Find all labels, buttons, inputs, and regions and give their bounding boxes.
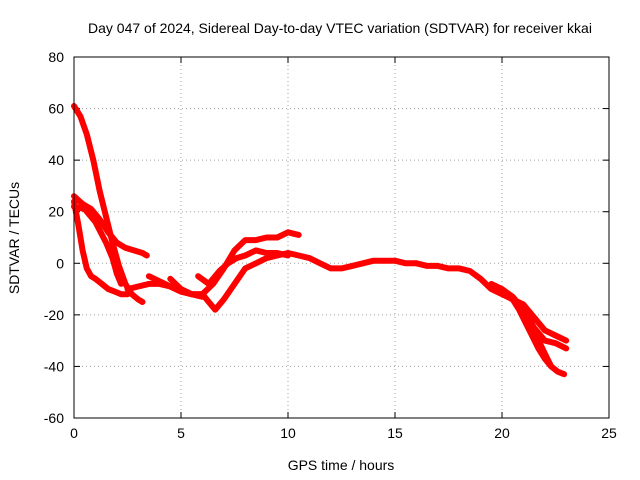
x-tick-label: 15: [387, 425, 403, 441]
x-tick-label: 20: [494, 425, 510, 441]
y-tick-label: -20: [44, 307, 64, 323]
series-line-track-2: [71, 193, 150, 259]
ticks: [73, 56, 610, 419]
chart-title: Day 047 of 2024, Sidereal Day-to-day VTE…: [88, 20, 592, 36]
y-tick-label: -60: [44, 410, 64, 426]
series-line-track-4: [71, 203, 125, 287]
series-line-track-9: [413, 260, 570, 344]
y-tick-label: 0: [56, 255, 64, 271]
y-tick-label: -40: [44, 358, 64, 374]
y-tick-label: 60: [48, 101, 64, 117]
series-line-track-3: [71, 198, 131, 298]
x-axis-label: GPS time / hours: [288, 457, 395, 473]
x-tick-label: 25: [601, 425, 617, 441]
series-line-track-12: [516, 304, 555, 370]
x-tick-label: 10: [280, 425, 296, 441]
x-tick-label: 5: [177, 425, 185, 441]
plot-frame: [73, 56, 610, 419]
y-axis-label: SDTVAR / TECUs: [6, 182, 22, 294]
grid: [74, 57, 609, 418]
y-tick-label: 20: [48, 204, 64, 220]
x-tick-label: 0: [70, 425, 78, 441]
y-tick-label: 80: [48, 49, 64, 65]
series-group: [71, 103, 570, 378]
series-line-track-8: [195, 247, 291, 287]
y-tick-labels: -60 -40 -20 0 20 40 60 80: [44, 49, 64, 426]
y-tick-label: 40: [48, 152, 64, 168]
x-tick-labels: 0 5 10 15 20 25: [70, 425, 617, 441]
